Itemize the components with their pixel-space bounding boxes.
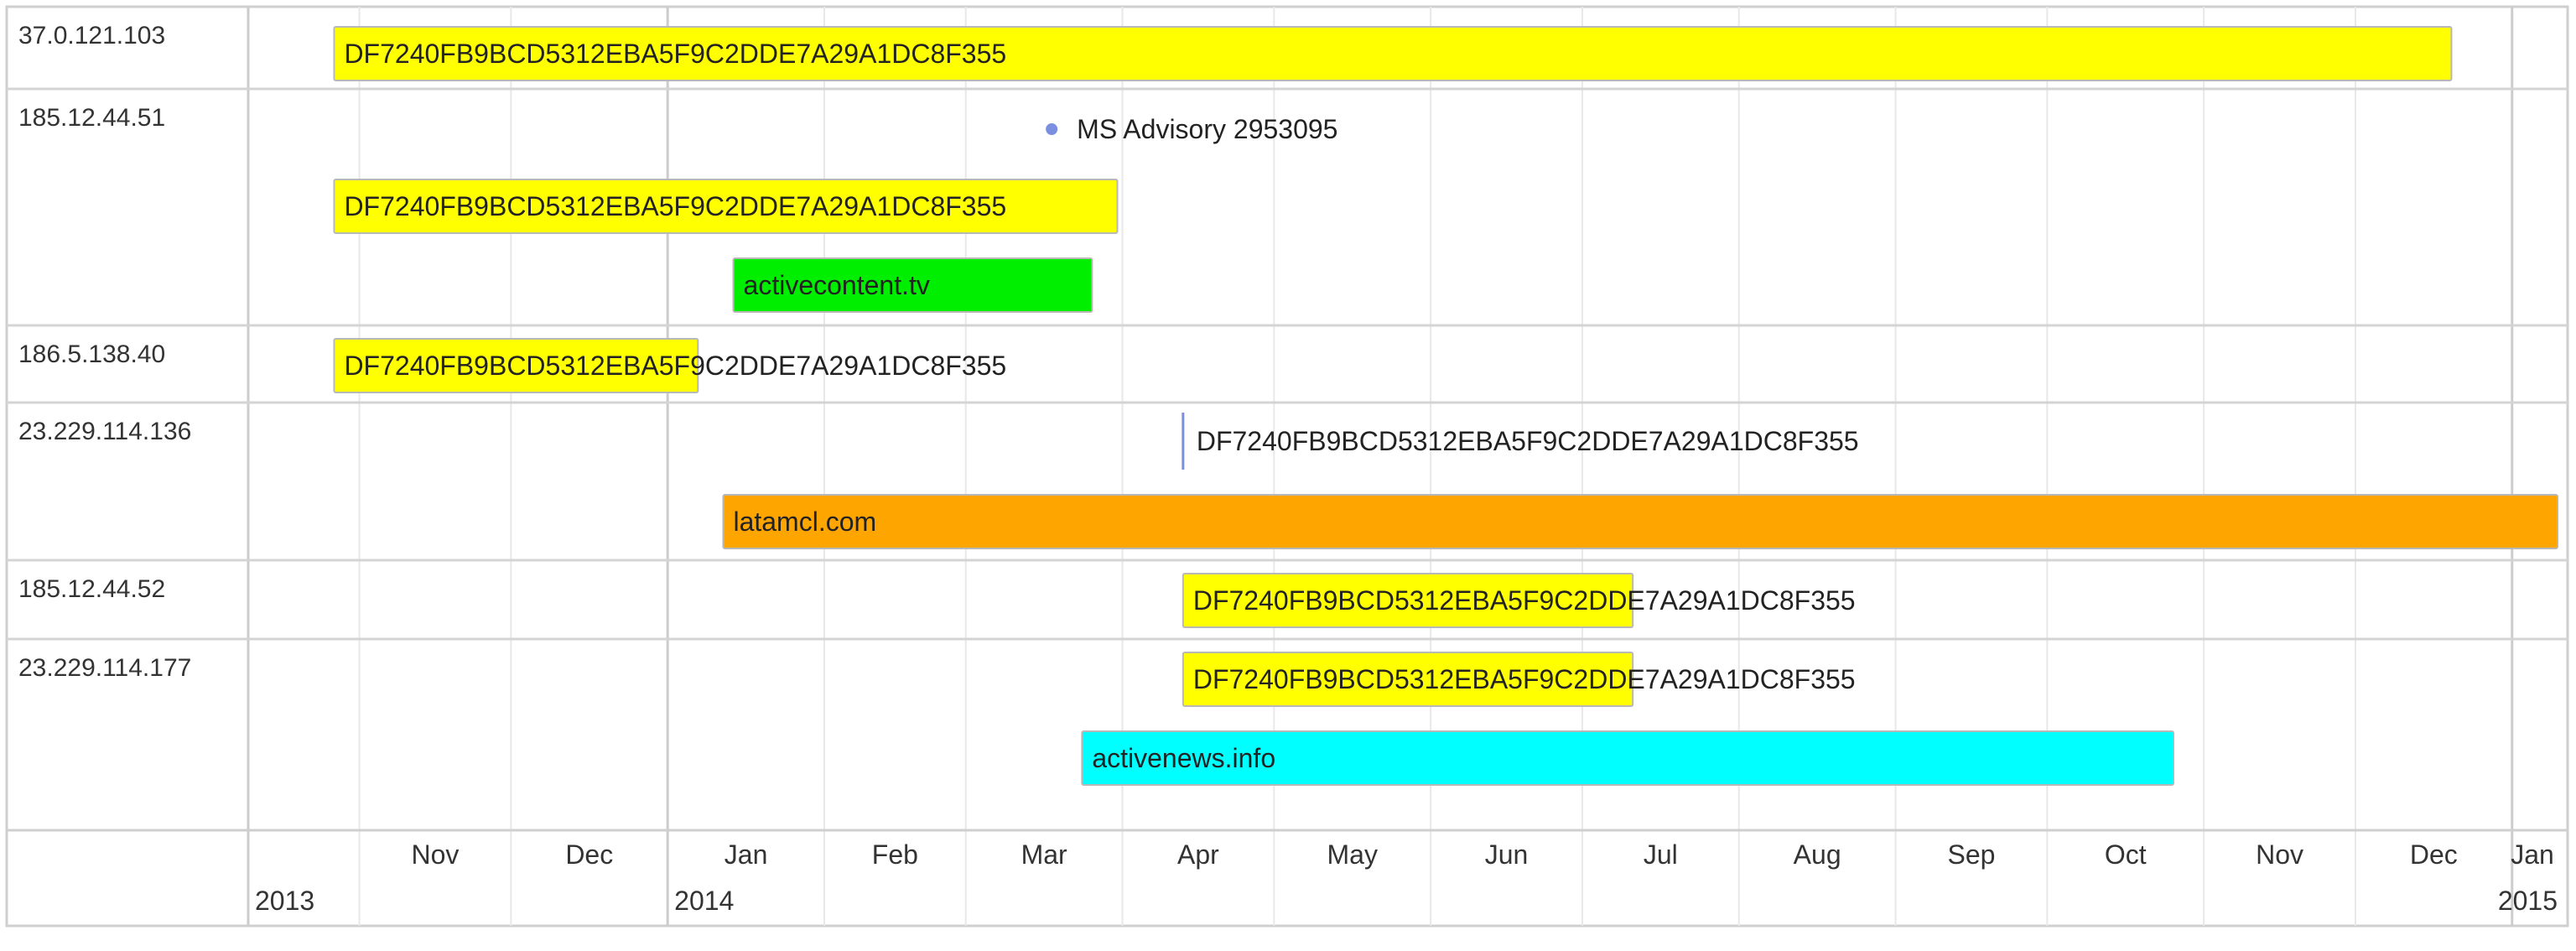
month-label-jun-7: Jun	[1485, 839, 1529, 870]
row-4-item-0-bar	[1182, 573, 1634, 628]
row-3-item-1-label: latamcl.com	[733, 507, 876, 537]
row-label-1: 185.12.44.51	[18, 104, 165, 132]
row-1-item-0-dot	[1046, 123, 1058, 135]
row-1-item-0-label: MS Advisory 2953095	[1077, 114, 1337, 144]
month-label-apr-5: Apr	[1177, 839, 1219, 870]
row-label-5: 23.229.114.177	[18, 654, 191, 682]
month-label-dec-13: Dec	[2410, 839, 2458, 870]
month-label-sep-10: Sep	[1947, 839, 1995, 870]
month-label-jan-14: Jan	[2511, 839, 2554, 870]
row-1-item-2-label: activecontent.tv	[744, 270, 930, 300]
month-label-feb-3: Feb	[872, 839, 918, 870]
row-1-item-1-bar	[333, 179, 1119, 234]
month-label-jan-2: Jan	[724, 839, 768, 870]
month-label-dec-1: Dec	[565, 839, 613, 870]
row-label-4: 185.12.44.52	[18, 575, 165, 603]
row-2-item-0-bar	[333, 338, 699, 393]
row-1-item-1-label: DF7240FB9BCD5312EBA5F9C2DDE7A29A1DC8F355	[344, 191, 1006, 221]
year-label-2014: 2014	[674, 886, 734, 916]
row-0-item-0-bar	[333, 26, 2453, 81]
year-label-2015: 2015	[2498, 886, 2558, 916]
month-label-nov-0: Nov	[412, 839, 460, 870]
row-label-2: 186.5.138.40	[18, 340, 165, 368]
month-label-jul-8: Jul	[1644, 839, 1678, 870]
month-label-mar-4: Mar	[1021, 839, 1067, 870]
row-5-item-0-label: DF7240FB9BCD5312EBA5F9C2DDE7A29A1DC8F355	[1193, 664, 1856, 694]
row-1-item-2-bar	[732, 257, 1093, 313]
month-label-may-6: May	[1327, 839, 1378, 870]
row-3-item-1-bar	[722, 494, 2558, 549]
row-5-item-1-bar	[1081, 730, 2175, 786]
row-2-item-0-label: DF7240FB9BCD5312EBA5F9C2DDE7A29A1DC8F355	[344, 351, 1006, 381]
row-4-item-0-label: DF7240FB9BCD5312EBA5F9C2DDE7A29A1DC8F355	[1193, 585, 1856, 616]
row-5-item-0-bar	[1182, 652, 1634, 707]
row-5-item-1-label: activenews.info	[1092, 743, 1275, 773]
row-label-3: 23.229.114.136	[18, 418, 191, 445]
year-label-2013: 2013	[255, 886, 314, 916]
row-0-item-0-label: DF7240FB9BCD5312EBA5F9C2DDE7A29A1DC8F355	[344, 39, 1006, 69]
month-label-aug-9: Aug	[1794, 839, 1841, 870]
month-label-oct-11: Oct	[2105, 839, 2147, 870]
month-label-nov-12: Nov	[2256, 839, 2303, 870]
row-label-0: 37.0.121.103	[18, 22, 165, 49]
row-3-item-0-label: DF7240FB9BCD5312EBA5F9C2DDE7A29A1DC8F355	[1197, 426, 1859, 456]
chart-frame	[5, 5, 2569, 928]
